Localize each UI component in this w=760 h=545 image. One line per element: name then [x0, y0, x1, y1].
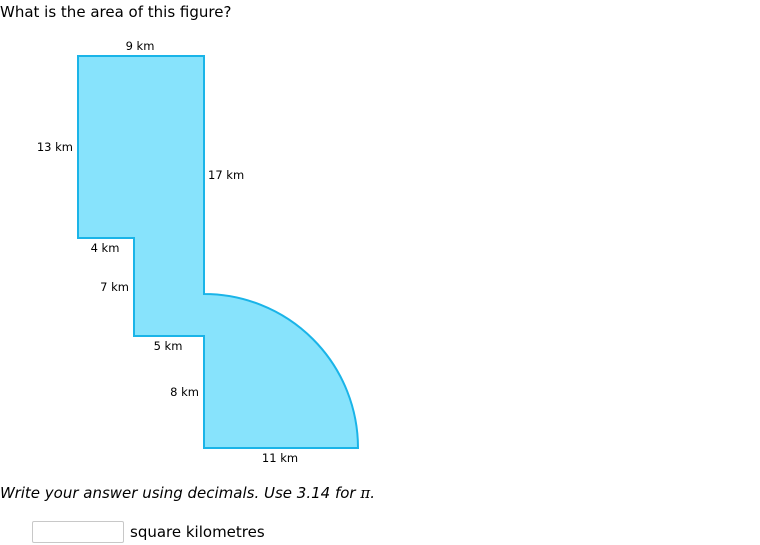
- label-step-4km: 4 km: [91, 241, 120, 255]
- unit-label: square kilometres: [130, 522, 265, 542]
- label-step-7km: 7 km: [100, 280, 129, 294]
- label-top-9km: 9 km: [126, 39, 155, 53]
- instruction-end: .: [370, 484, 375, 502]
- instruction-text: Write your answer using decimals. Use 3.…: [0, 483, 375, 503]
- answer-row: square kilometres: [32, 520, 265, 544]
- instruction-main: Write your answer using decimals. Use 3.…: [0, 484, 360, 502]
- label-right-17km: 17 km: [208, 168, 244, 182]
- label-left-13km: 13 km: [37, 140, 73, 154]
- composite-figure: 9 km 13 km 17 km 4 km 7 km 5 km 8 km 11 …: [0, 0, 760, 480]
- pi-symbol: π: [360, 484, 370, 502]
- composite-shape: [78, 56, 358, 448]
- label-bottom-11km: 11 km: [262, 451, 298, 465]
- label-inner-8km: 8 km: [170, 385, 199, 399]
- answer-input[interactable]: [32, 521, 124, 543]
- label-inner-5km: 5 km: [154, 339, 183, 353]
